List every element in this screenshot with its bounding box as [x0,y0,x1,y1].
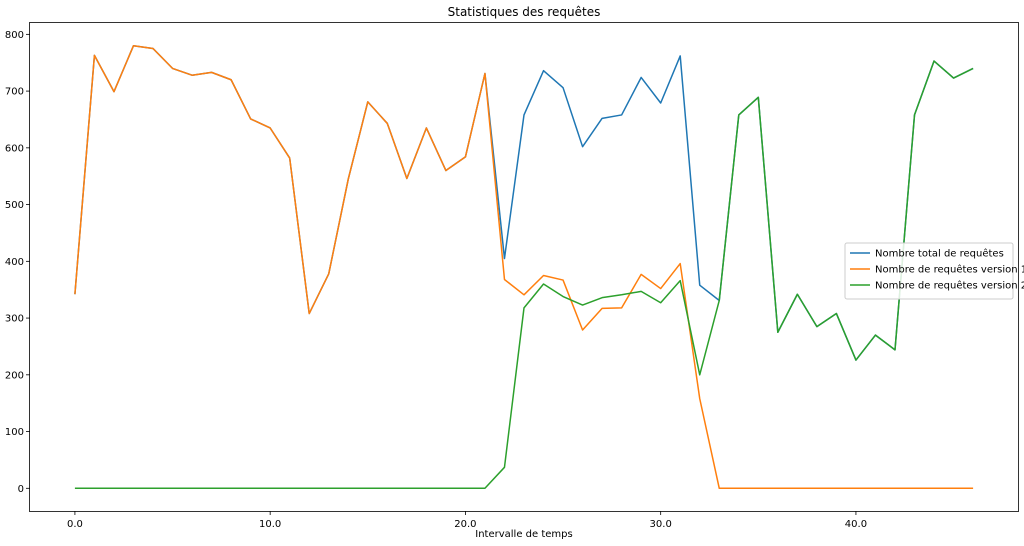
y-tick-label: 500 [5,200,24,211]
x-axis: 0.0 10.0 20.0 30.0 40.0 [67,511,867,530]
series-lines [74,44,974,490]
legend-box [844,242,1014,300]
series-line-2 [74,44,974,490]
y-tick-label: 700 [5,87,24,98]
chart-title: Statistiques des requêtes [448,5,601,19]
x-tick-label: 20.0 [454,519,476,530]
legend: Nombre total de requêtes Nombre de requêt… [844,242,1024,300]
y-tick-label: 300 [5,314,24,325]
y-tick-label: 600 [5,143,24,154]
x-tick-label: 40.0 [845,519,867,530]
x-axis-label: Intervalle de temps [475,529,572,540]
y-tick-label: 400 [5,257,24,268]
y-axis: 0 100 200 300 400 500 600 700 800 [5,30,30,495]
x-tick-label: 30.0 [650,519,672,530]
y-tick-label: 800 [5,30,24,41]
x-tick-label: 10.0 [259,519,281,530]
legend-entry: Nombre de requêtes version 2 [875,280,1024,292]
y-tick-label: 100 [5,427,24,438]
y-tick-label: 0 [18,484,24,495]
series-line-3 [74,60,974,490]
legend-entry: Nombre total de requêtes [875,248,1004,260]
legend-entry: Nombre de requêtes version 1 [875,264,1024,276]
y-tick-label: 200 [5,370,24,381]
x-tick-label: 0.0 [67,519,83,530]
plot-frame [29,22,1019,512]
